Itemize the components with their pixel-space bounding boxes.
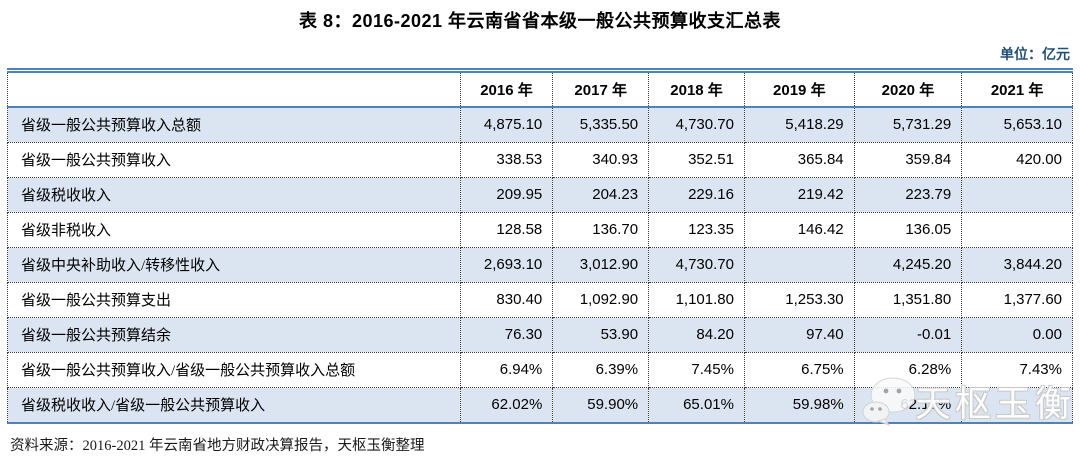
row-label: 省级非税收入 bbox=[7, 212, 461, 248]
cell-value: 6.94% bbox=[459, 352, 554, 388]
budget-table: 2016 年 2017 年 2018 年 2019 年 2020 年 2021 … bbox=[7, 73, 1073, 422]
unit-note: 单位：亿元 bbox=[1000, 48, 1070, 63]
cell-value: 0.00 bbox=[961, 317, 1073, 353]
cell-value: 359.84 bbox=[853, 142, 963, 178]
cell-value: 1,377.60 bbox=[961, 282, 1073, 318]
year-header-2017: 2017 年 bbox=[552, 73, 650, 108]
cell-value: 7.43% bbox=[961, 352, 1073, 388]
table-row: 省级税收收入 209.95 204.23 229.16 219.42 223.7… bbox=[7, 177, 1073, 213]
cell-value bbox=[961, 177, 1073, 213]
cell-value: 136.05 bbox=[853, 212, 963, 248]
cell-value bbox=[961, 212, 1073, 248]
cell-value: 3,012.90 bbox=[552, 247, 650, 283]
header-row: 2016 年 2017 年 2018 年 2019 年 2020 年 2021 … bbox=[7, 73, 1073, 108]
cell-value: 6.28% bbox=[853, 352, 963, 388]
row-label: 省级税收收入 bbox=[7, 177, 461, 213]
table-row: 省级税收收入/省级一般公共预算收入 62.02% 59.90% 65.01% 5… bbox=[7, 387, 1073, 422]
cell-value: 128.58 bbox=[459, 212, 554, 248]
cell-value: 352.51 bbox=[648, 142, 745, 178]
cell-value: 84.20 bbox=[648, 317, 745, 353]
cell-value: 4,245.20 bbox=[853, 247, 963, 283]
cell-value: 146.42 bbox=[743, 212, 855, 248]
table-row: 省级一般公共预算收入 338.53 340.93 352.51 365.84 3… bbox=[7, 142, 1073, 178]
year-header-2016: 2016 年 bbox=[459, 73, 554, 108]
row-label: 省级一般公共预算收入总额 bbox=[7, 107, 461, 143]
cell-value: 1,092.90 bbox=[552, 282, 650, 318]
cell-value: 4,730.70 bbox=[648, 107, 745, 143]
row-label: 省级中央补助收入/转移性收入 bbox=[7, 247, 461, 283]
table-row: 省级一般公共预算收入/省级一般公共预算收入总额 6.94% 6.39% 7.45… bbox=[7, 352, 1073, 388]
cell-value: 7.45% bbox=[648, 352, 745, 388]
cell-value: 6.75% bbox=[743, 352, 855, 388]
cell-value: 5,335.50 bbox=[552, 107, 650, 143]
row-label: 省级一般公共预算收入 bbox=[7, 142, 461, 178]
cell-value: 5,418.29 bbox=[743, 107, 855, 143]
cell-value: 4,875.10 bbox=[459, 107, 554, 143]
cell-value: 1,101.80 bbox=[648, 282, 745, 318]
budget-table-container: 2016 年 2017 年 2018 年 2019 年 2020 年 2021 … bbox=[7, 68, 1073, 426]
cell-value: 1,253.30 bbox=[743, 282, 855, 318]
table-row: 省级一般公共预算支出 830.40 1,092.90 1,101.80 1,25… bbox=[7, 282, 1073, 318]
cell-value: 229.16 bbox=[648, 177, 745, 213]
table-row: 省级一般公共预算结余 76.30 53.90 84.20 97.40 -0.01… bbox=[7, 317, 1073, 353]
cell-value: 223.79 bbox=[853, 177, 963, 213]
cell-value: 4,730.70 bbox=[648, 247, 745, 283]
cell-value: 53.90 bbox=[552, 317, 650, 353]
cell-value: 5,731.29 bbox=[853, 107, 963, 143]
cell-value: 1,351.80 bbox=[853, 282, 963, 318]
cell-value: 2,693.10 bbox=[459, 247, 554, 283]
cell-value: 65.01% bbox=[648, 387, 745, 422]
cell-value: 62.19% bbox=[853, 387, 963, 422]
cell-value bbox=[961, 387, 1073, 422]
source-note: 资料来源：2016-2021 年云南省地方财政决算报告，天枢玉衡整理 bbox=[10, 438, 425, 454]
row-label: 省级税收收入/省级一般公共预算收入 bbox=[7, 387, 461, 422]
cell-value: 76.30 bbox=[459, 317, 554, 353]
cell-value: 59.90% bbox=[552, 387, 650, 422]
cell-value: 338.53 bbox=[459, 142, 554, 178]
cell-value: 6.39% bbox=[552, 352, 650, 388]
cell-value: 123.35 bbox=[648, 212, 745, 248]
cell-value: 219.42 bbox=[743, 177, 855, 213]
cell-value: 59.98% bbox=[743, 387, 855, 422]
cell-value: 3,844.20 bbox=[961, 247, 1073, 283]
table-row: 省级中央补助收入/转移性收入 2,693.10 3,012.90 4,730.7… bbox=[7, 247, 1073, 283]
cell-value: 340.93 bbox=[552, 142, 650, 178]
year-header-2019: 2019 年 bbox=[743, 73, 855, 108]
cell-value bbox=[743, 247, 855, 283]
cell-value: 62.02% bbox=[459, 387, 554, 422]
cell-value: 5,653.10 bbox=[961, 107, 1073, 143]
row-label: 省级一般公共预算支出 bbox=[7, 282, 461, 318]
row-label: 省级一般公共预算收入/省级一般公共预算收入总额 bbox=[7, 352, 461, 388]
table-row: 省级一般公共预算收入总额 4,875.10 5,335.50 4,730.70 … bbox=[7, 107, 1073, 143]
year-header-2021: 2021 年 bbox=[961, 73, 1073, 108]
year-header-2020: 2020 年 bbox=[853, 73, 963, 108]
page-title: 表 8：2016-2021 年云南省省本级一般公共预算收支汇总表 bbox=[298, 11, 782, 31]
cell-value: 830.40 bbox=[459, 282, 554, 318]
cell-value: 97.40 bbox=[743, 317, 855, 353]
cell-value: 420.00 bbox=[961, 142, 1073, 178]
year-header-2018: 2018 年 bbox=[648, 73, 745, 108]
cell-value: 209.95 bbox=[459, 177, 554, 213]
cell-value: 136.70 bbox=[552, 212, 650, 248]
cell-value: 204.23 bbox=[552, 177, 650, 213]
corner-cell bbox=[7, 73, 461, 108]
row-label: 省级一般公共预算结余 bbox=[7, 317, 461, 353]
table-row: 省级非税收入 128.58 136.70 123.35 146.42 136.0… bbox=[7, 212, 1073, 248]
cell-value: 365.84 bbox=[743, 142, 855, 178]
cell-value: -0.01 bbox=[853, 317, 963, 353]
